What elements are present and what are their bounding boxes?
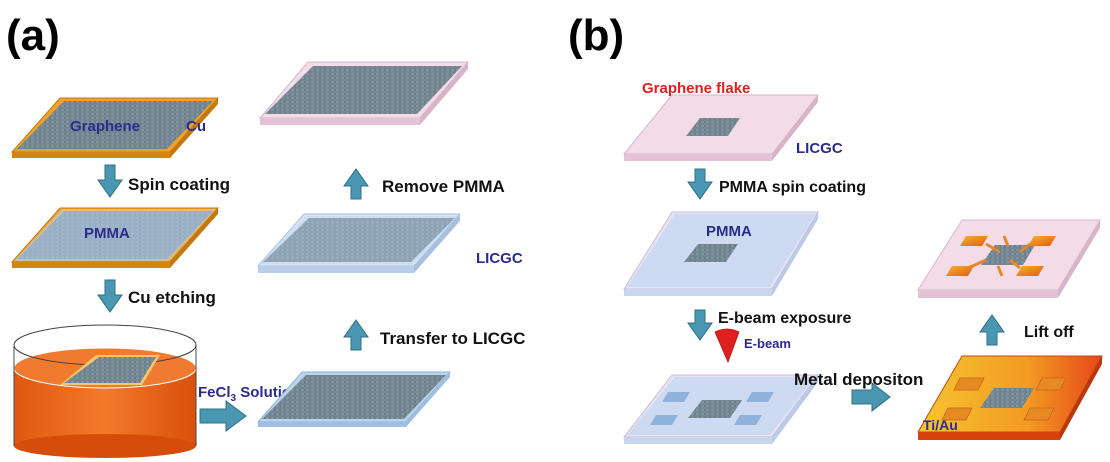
arrow-right-icon — [199, 400, 247, 432]
step-transfer: Transfer to LICGC — [380, 329, 525, 348]
pmma-on-licgc-plate — [623, 211, 819, 296]
flake-on-licgc-plate — [622, 94, 820, 161]
arrow-down-icon — [687, 309, 713, 341]
graphene-label: Graphene — [70, 118, 140, 135]
final-device-plate — [917, 219, 1101, 298]
arrow-down-icon — [97, 279, 123, 313]
pmma-label-a: PMMA — [84, 225, 130, 242]
cu-label: Cu — [186, 118, 206, 135]
graphene-flake-label: Graphene flake — [642, 80, 750, 97]
arrow-down-icon — [97, 164, 123, 198]
step-ebeam-exposure: E-beam exposure — [718, 310, 851, 327]
step-lift-off: Lift off — [1024, 324, 1074, 341]
step-pmma-spin: PMMA spin coating — [719, 179, 866, 196]
tiau-label: Ti/Au — [923, 417, 958, 433]
metal-deposited-plate — [917, 355, 1103, 440]
arrow-up-icon — [979, 314, 1005, 346]
arrow-down-icon — [687, 168, 713, 200]
film-on-licgc-plate — [256, 213, 462, 273]
panel-b-tag: (b) — [568, 11, 624, 60]
pmma-coated-plate — [10, 207, 220, 268]
pmma-label-b: PMMA — [706, 223, 752, 240]
arrow-up-icon — [343, 319, 369, 351]
graphene-on-cu-plate — [10, 97, 220, 158]
etching-beaker — [13, 324, 197, 458]
licgc-label-b: LICGC — [796, 140, 843, 157]
ebeam-exposed-plate — [622, 374, 819, 444]
graphene-on-licgc-plate — [258, 61, 470, 125]
step-metal-deposition: Metal depositon — [794, 370, 923, 389]
arrow-right-icon — [851, 381, 891, 413]
ebeam-cone-icon — [714, 328, 740, 364]
step-spin-coating: Spin coating — [128, 175, 230, 194]
floating-film-plate — [256, 371, 452, 427]
ebeam-label: E-beam — [744, 336, 791, 351]
step-cu-etching: Cu etching — [128, 288, 216, 307]
panel-a-tag: (a) — [6, 11, 60, 60]
arrow-up-icon — [343, 168, 369, 200]
step-remove-pmma: Remove PMMA — [382, 177, 505, 196]
licgc-label-a: LICGC — [476, 250, 523, 267]
